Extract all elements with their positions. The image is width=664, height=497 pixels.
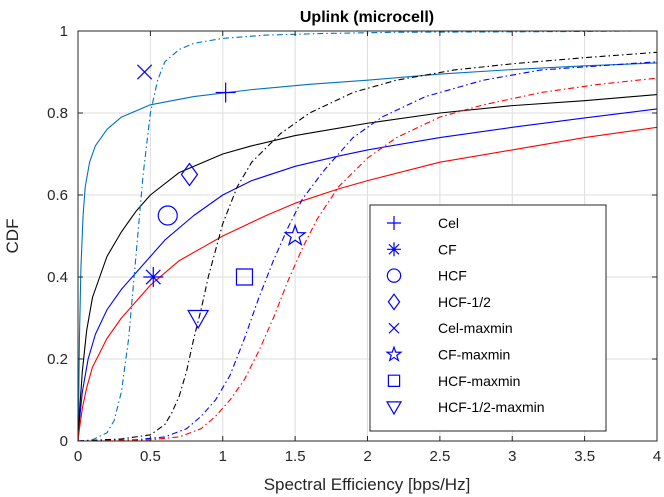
series-markers (136, 64, 307, 330)
series-lines (77, 30, 658, 442)
legend-label-hcf: HCF (438, 268, 467, 284)
y-tick-label: 0.8 (47, 105, 68, 122)
legend-marker-hcf (386, 268, 402, 283)
x-tick-label: 2.5 (429, 448, 450, 465)
legend-label-cel: Cel (438, 215, 459, 231)
axis-ticks: 0 0.5 1 1.5 2 2.5 3 3.5 4 0 0.2 0.4 0.6 0.8 1 (47, 23, 661, 465)
x-tick-label: 1 (219, 448, 227, 465)
marker-hcf-1-2 (180, 162, 199, 187)
series-line-cel (77, 62, 658, 442)
series-line-hcf-maxmin (77, 77, 658, 442)
legend-marker-cf-maxmin (385, 345, 403, 362)
y-axis-label: CDF (3, 219, 22, 254)
x-tick-label: 3 (508, 448, 516, 465)
legend-label-hcf-1-2: HCF-1/2 (438, 294, 491, 310)
x-tick-label: 2 (363, 448, 371, 465)
legend-marker-hcf-1-2-maxmin (385, 401, 403, 416)
x-tick-label: 0.5 (140, 448, 161, 465)
legend-marker-cf (387, 242, 401, 257)
legend-marker-hcf-1-2 (387, 293, 401, 311)
series-line-cf (77, 108, 658, 442)
series-line-hcf (77, 94, 658, 442)
y-tick-label: 1 (60, 23, 68, 40)
series-line-hcf-1-2-maxmin (77, 51, 658, 442)
legend-marker-hcf-maxmin (387, 374, 401, 387)
y-tick-label: 0.6 (47, 187, 68, 204)
y-tick-label: 0.4 (47, 269, 68, 286)
legend-label-hcf-maxmin: HCF-maxmin (438, 373, 520, 389)
y-tick-label: 0 (60, 433, 68, 450)
marker-hcf (157, 205, 178, 226)
x-axis-label: Spectral Efficiency [bps/Hz] (264, 475, 471, 494)
marker-cel (215, 82, 236, 103)
marker-hcf-maxmin (235, 268, 254, 286)
series-line-cf-maxmin (77, 61, 658, 442)
marker-hcf-1-2-maxmin (187, 309, 210, 330)
legend-label-cf: CF (438, 241, 457, 257)
legend-label-hcf-1-2-maxmin: HCF-1/2-maxmin (438, 399, 545, 415)
series-line-cel-maxmin (77, 30, 636, 442)
series-line-hcf-1-2 (77, 126, 658, 442)
marker-cf-maxmin (283, 223, 307, 246)
x-tick-label: 0 (74, 448, 82, 465)
marker-cel-maxmin (136, 64, 153, 80)
legend-label-cel-maxmin: Cel-maxmin (438, 320, 513, 336)
y-tick-label: 0.2 (47, 351, 68, 368)
legend-marker-cel-maxmin (388, 322, 400, 334)
chart-title: Uplink (microcell) (300, 9, 434, 26)
legend: Cel CF HCF HCF-1/2 Cel-maxmin CF-maxmin HCF-ma… (369, 204, 607, 432)
x-tick-label: 1.5 (285, 448, 306, 465)
x-tick-label: 3.5 (574, 448, 595, 465)
marker-cf (143, 267, 164, 287)
legend-box (369, 204, 607, 432)
legend-marker-cel (387, 216, 401, 230)
x-tick-label: 4 (653, 448, 661, 465)
legend-label-cf-maxmin: CF-maxmin (438, 347, 510, 363)
